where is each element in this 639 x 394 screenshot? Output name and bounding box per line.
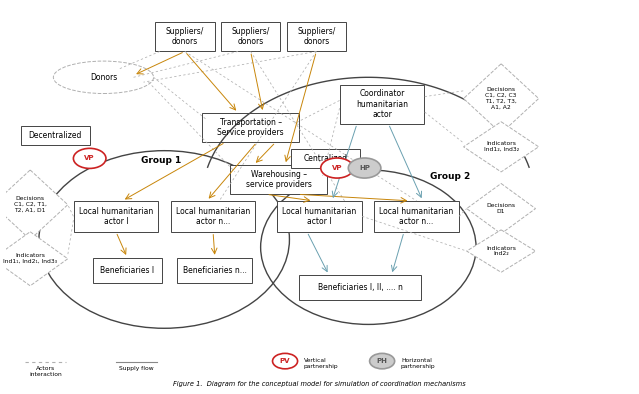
Text: Local humanitarian
actor n...: Local humanitarian actor n... (380, 206, 454, 226)
Text: Group 1: Group 1 (141, 156, 181, 165)
FancyBboxPatch shape (221, 22, 281, 51)
Circle shape (73, 149, 106, 168)
Circle shape (321, 158, 353, 178)
FancyBboxPatch shape (287, 22, 346, 51)
Text: Actors
interaction: Actors interaction (29, 366, 62, 377)
Text: Indicators
Ind1₁, Ind2₁, Ind3₃: Indicators Ind1₁, Ind2₁, Ind3₃ (3, 253, 57, 264)
Text: Local humanitarian
actor n...: Local humanitarian actor n... (176, 206, 250, 226)
Text: Donors: Donors (90, 73, 117, 82)
Text: Decisions
C1, C2, C3
T1, T2, T3,
A1, A2: Decisions C1, C2, C3 T1, T2, T3, A1, A2 (485, 87, 517, 110)
FancyBboxPatch shape (340, 85, 424, 124)
FancyBboxPatch shape (202, 113, 299, 142)
FancyBboxPatch shape (299, 275, 421, 300)
Text: Decisions
D1: Decisions D1 (487, 203, 516, 214)
Circle shape (272, 353, 298, 369)
FancyBboxPatch shape (21, 126, 89, 145)
Text: Indicators
Ind1₂, Ind3₂: Indicators Ind1₂, Ind3₂ (484, 141, 519, 152)
Text: Decisions
C1, C2, T1,
T2, A1, D1: Decisions C1, C2, T1, T2, A1, D1 (14, 197, 47, 213)
Text: Warehousing –
service providers: Warehousing – service providers (246, 170, 312, 190)
Text: Transportation –
Service providers: Transportation – Service providers (217, 118, 284, 137)
Text: Beneficiaries I: Beneficiaries I (100, 266, 154, 275)
Text: Horizontal
partnership: Horizontal partnership (401, 358, 436, 369)
Polygon shape (0, 170, 68, 240)
FancyBboxPatch shape (291, 149, 360, 168)
Text: Supply flow: Supply flow (119, 366, 153, 371)
Text: PH: PH (376, 358, 388, 364)
Text: Group 2: Group 2 (429, 172, 470, 181)
FancyBboxPatch shape (230, 165, 327, 194)
FancyBboxPatch shape (277, 201, 362, 232)
Text: Local humanitarian
actor I: Local humanitarian actor I (79, 206, 153, 226)
Polygon shape (466, 184, 535, 234)
Circle shape (369, 353, 395, 369)
Text: PV: PV (280, 358, 290, 364)
FancyBboxPatch shape (73, 201, 158, 232)
Text: Suppliers/
donors: Suppliers/ donors (166, 27, 204, 46)
Text: VP: VP (332, 165, 343, 171)
FancyBboxPatch shape (93, 258, 162, 283)
Text: Decentralized: Decentralized (29, 131, 82, 140)
Polygon shape (463, 122, 539, 172)
Text: Local humanitarian
actor I: Local humanitarian actor I (282, 206, 357, 226)
Text: Beneficiaries n...: Beneficiaries n... (183, 266, 247, 275)
Text: Vertical
partnership: Vertical partnership (304, 358, 339, 369)
Text: Suppliers/
donors: Suppliers/ donors (297, 27, 335, 46)
Text: HP: HP (359, 165, 370, 171)
FancyBboxPatch shape (171, 201, 256, 232)
Text: Figure 1.  Diagram for the conceptual model for simulation of coordination mecha: Figure 1. Diagram for the conceptual mod… (173, 381, 466, 387)
FancyBboxPatch shape (374, 201, 459, 232)
Polygon shape (0, 232, 68, 286)
Polygon shape (466, 230, 535, 272)
Text: Beneficiaries I, II, .... n: Beneficiaries I, II, .... n (318, 283, 403, 292)
Circle shape (348, 158, 381, 178)
Ellipse shape (54, 61, 153, 93)
FancyBboxPatch shape (155, 22, 215, 51)
Text: VP: VP (84, 155, 95, 162)
Text: Coordinator
humanitarian
actor: Coordinator humanitarian actor (356, 89, 408, 119)
Text: Suppliers/
donors: Suppliers/ donors (231, 27, 270, 46)
Polygon shape (463, 64, 539, 133)
Text: Centralized: Centralized (304, 154, 348, 163)
Text: Indicators
Ind2₂: Indicators Ind2₂ (486, 245, 516, 256)
FancyBboxPatch shape (178, 258, 252, 283)
